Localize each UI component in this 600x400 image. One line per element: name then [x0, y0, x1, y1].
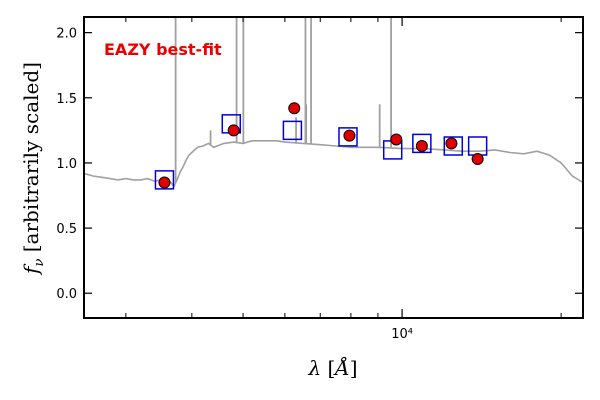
y-axis-label: fν [arbitrarily scaled]: [19, 62, 47, 276]
observed-flux-point: [158, 176, 171, 189]
observed-flux-point: [390, 133, 403, 146]
model-flux-square: [154, 170, 175, 190]
y-tick-label: 0.5: [56, 222, 77, 237]
observed-flux-point: [227, 124, 240, 137]
model-flux-square: [412, 133, 432, 154]
axis-ticks: 0.0 0.5 1.0 1.5 2.0 10⁴: [56, 17, 583, 342]
y-tick-label: 1.0: [56, 157, 77, 172]
x-axis-label: λ [Å]: [307, 355, 357, 380]
plot-frame: [83, 16, 584, 319]
plot-area: [84, 17, 583, 190]
y-tick-label: 2.0: [56, 27, 77, 42]
annotation-label: EAZY best-fit: [104, 40, 222, 59]
y-tick-label: 0.0: [56, 287, 77, 302]
model-flux-square: [443, 136, 464, 156]
observed-flux-point: [471, 153, 484, 166]
observed-flux-point: [415, 140, 428, 152]
model-flux-square: [338, 127, 358, 147]
observed-flux-point: [445, 137, 458, 150]
model-flux-square: [282, 120, 303, 141]
x-tick-label: 10⁴: [391, 327, 413, 342]
sed-curve: [84, 140, 583, 188]
model-flux-square: [467, 136, 488, 156]
y-tick-label: 1.5: [56, 92, 77, 107]
observed-flux-point: [343, 129, 356, 142]
observed-flux-point: [288, 102, 301, 115]
